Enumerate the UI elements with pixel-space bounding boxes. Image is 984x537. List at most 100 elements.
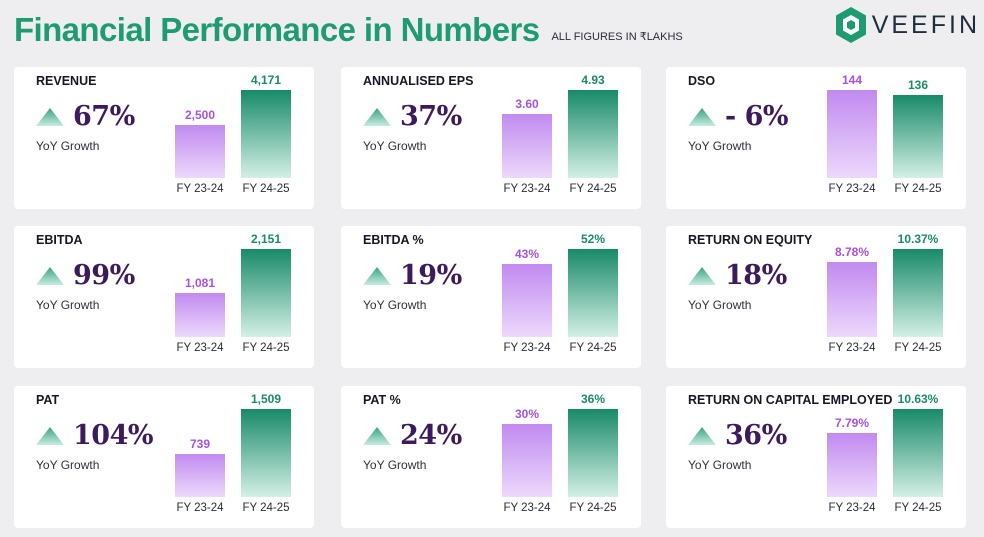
bar-value-label: 52% xyxy=(580,232,606,246)
bar-fy-24-25 xyxy=(568,409,618,497)
bar-value-label: 144 xyxy=(841,73,863,87)
bar-fy-24-25 xyxy=(568,90,618,178)
bar-fy-24-25 xyxy=(241,249,291,337)
growth-row: 36% xyxy=(687,420,787,451)
metric-title: EBITDA xyxy=(36,233,83,247)
bar-value-label: 36% xyxy=(580,392,606,406)
growth-up-arrow-icon xyxy=(688,107,716,126)
growth-percent: 36% xyxy=(725,420,787,451)
bar-fy-24-25 xyxy=(241,90,291,178)
x-axis-label: FY 23-24 xyxy=(503,502,551,514)
metric-title: RETURN ON CAPITAL EMPLOYED xyxy=(688,393,893,407)
growth-percent: - 6% xyxy=(725,101,789,132)
growth-label: YoY Growth xyxy=(36,458,100,472)
bar-value-label: 4,171 xyxy=(250,73,282,87)
metric-card-ebitda: EBITDA % 19% YoY Growth 43% FY 23-24 52% FY 24… xyxy=(341,226,641,368)
growth-percent: 37% xyxy=(400,101,462,132)
bar-fy-23-24 xyxy=(502,264,552,337)
bar-value-label: 1,509 xyxy=(250,392,282,406)
growth-percent: 18% xyxy=(725,260,787,291)
x-axis-label: FY 23-24 xyxy=(828,502,876,514)
growth-up-arrow-icon xyxy=(363,107,391,126)
bar-value-label: 739 xyxy=(189,437,211,451)
metric-title: DSO xyxy=(688,74,716,88)
metric-card-annualised-eps: ANNUALISED EPS 37% YoY Growth 3.60 FY 23-24 4… xyxy=(341,67,641,209)
x-axis-label: FY 24-25 xyxy=(242,502,290,514)
bar-fy-24-25 xyxy=(568,249,618,337)
x-axis-label: FY 24-25 xyxy=(569,502,617,514)
growth-row: 37% xyxy=(362,101,462,132)
veefin-logo-icon xyxy=(835,7,866,43)
bar-fy-23-24 xyxy=(502,114,552,178)
brand-logo: VEEFIN xyxy=(834,6,980,44)
x-axis-label: FY 23-24 xyxy=(503,342,551,354)
growth-row: 99% xyxy=(35,260,135,291)
bar-value-label: 10.63% xyxy=(897,392,939,406)
growth-label: YoY Growth xyxy=(363,458,427,472)
x-axis-label: FY 24-25 xyxy=(894,342,942,354)
x-axis-label: FY 23-24 xyxy=(828,342,876,354)
growth-label: YoY Growth xyxy=(688,458,752,472)
bar-value-label: 3.60 xyxy=(515,97,539,111)
metric-title: EBITDA % xyxy=(363,233,424,247)
growth-label: YoY Growth xyxy=(688,139,752,153)
x-axis-label: FY 23-24 xyxy=(828,183,876,195)
bar-fy-23-24 xyxy=(827,262,877,337)
bar-fy-23-24 xyxy=(175,125,225,178)
bar-fy-23-24 xyxy=(175,454,225,497)
growth-up-arrow-icon xyxy=(36,107,64,126)
growth-up-arrow-icon xyxy=(688,266,716,285)
bar-fy-23-24 xyxy=(827,90,877,178)
bar-fy-24-25 xyxy=(893,409,943,497)
growth-row: 18% xyxy=(687,260,787,291)
bar-value-label: 136 xyxy=(907,78,929,92)
bar-fy-23-24 xyxy=(175,293,225,337)
x-axis-label: FY 24-25 xyxy=(569,183,617,195)
growth-percent: 19% xyxy=(400,260,462,291)
page-subtitle: ALL FIGURES IN ₹LAKHS xyxy=(551,30,683,43)
metric-card-ebitda: EBITDA 99% YoY Growth 1,081 FY 23-24 2,151 FY … xyxy=(14,226,314,368)
growth-percent: 67% xyxy=(73,101,135,132)
metric-card-dso: DSO - 6% YoY Growth 144 FY 23-24 136 FY 24-25 xyxy=(666,67,966,209)
x-axis-label: FY 24-25 xyxy=(894,183,942,195)
growth-row: 67% xyxy=(35,101,135,132)
growth-percent: 104% xyxy=(73,420,154,451)
x-axis-label: FY 24-25 xyxy=(894,502,942,514)
bar-value-label: 10.37% xyxy=(897,232,939,246)
growth-up-arrow-icon xyxy=(363,426,391,445)
bar-fy-23-24 xyxy=(502,424,552,497)
metric-title: PAT xyxy=(36,393,60,407)
x-axis-label: FY 24-25 xyxy=(569,342,617,354)
growth-row: 19% xyxy=(362,260,462,291)
bar-value-label: 2,500 xyxy=(184,108,216,122)
growth-row: 104% xyxy=(35,420,154,451)
metric-card-pat: PAT % 24% YoY Growth 30% FY 23-24 36% FY 24-25 xyxy=(341,386,641,528)
growth-row: 24% xyxy=(362,420,462,451)
growth-label: YoY Growth xyxy=(363,139,427,153)
x-axis-label: FY 23-24 xyxy=(176,342,224,354)
bar-fy-24-25 xyxy=(893,249,943,337)
bar-fy-24-25 xyxy=(241,409,291,497)
growth-up-arrow-icon xyxy=(36,426,64,445)
metric-title: ANNUALISED EPS xyxy=(363,74,474,88)
bar-fy-23-24 xyxy=(827,433,877,497)
growth-label: YoY Growth xyxy=(688,298,752,312)
x-axis-label: FY 23-24 xyxy=(503,183,551,195)
growth-percent: 99% xyxy=(73,260,135,291)
x-axis-label: FY 23-24 xyxy=(176,502,224,514)
metric-title: REVENUE xyxy=(36,74,97,88)
metric-card-return-on-equity: RETURN ON EQUITY 18% YoY Growth 8.78% FY 23-… xyxy=(666,226,966,368)
growth-label: YoY Growth xyxy=(363,298,427,312)
growth-label: YoY Growth xyxy=(36,298,100,312)
metric-card-revenue: REVENUE 67% YoY Growth 2,500 FY 23-24 4,171 FY… xyxy=(14,67,314,209)
x-axis-label: FY 23-24 xyxy=(176,183,224,195)
bar-value-label: 2,151 xyxy=(250,232,282,246)
growth-up-arrow-icon xyxy=(363,266,391,285)
metric-card-return-on-capital-employed: RETURN ON CAPITAL EMPLOYED 36% YoY Growth 7… xyxy=(666,386,966,528)
header: Financial Performance in Numbers ALL FIG… xyxy=(14,8,683,52)
bar-value-label: 43% xyxy=(514,247,540,261)
x-axis-label: FY 24-25 xyxy=(242,342,290,354)
growth-label: YoY Growth xyxy=(36,139,100,153)
bar-value-label: 7.79% xyxy=(834,416,870,430)
bar-value-label: 4.93 xyxy=(581,73,605,87)
